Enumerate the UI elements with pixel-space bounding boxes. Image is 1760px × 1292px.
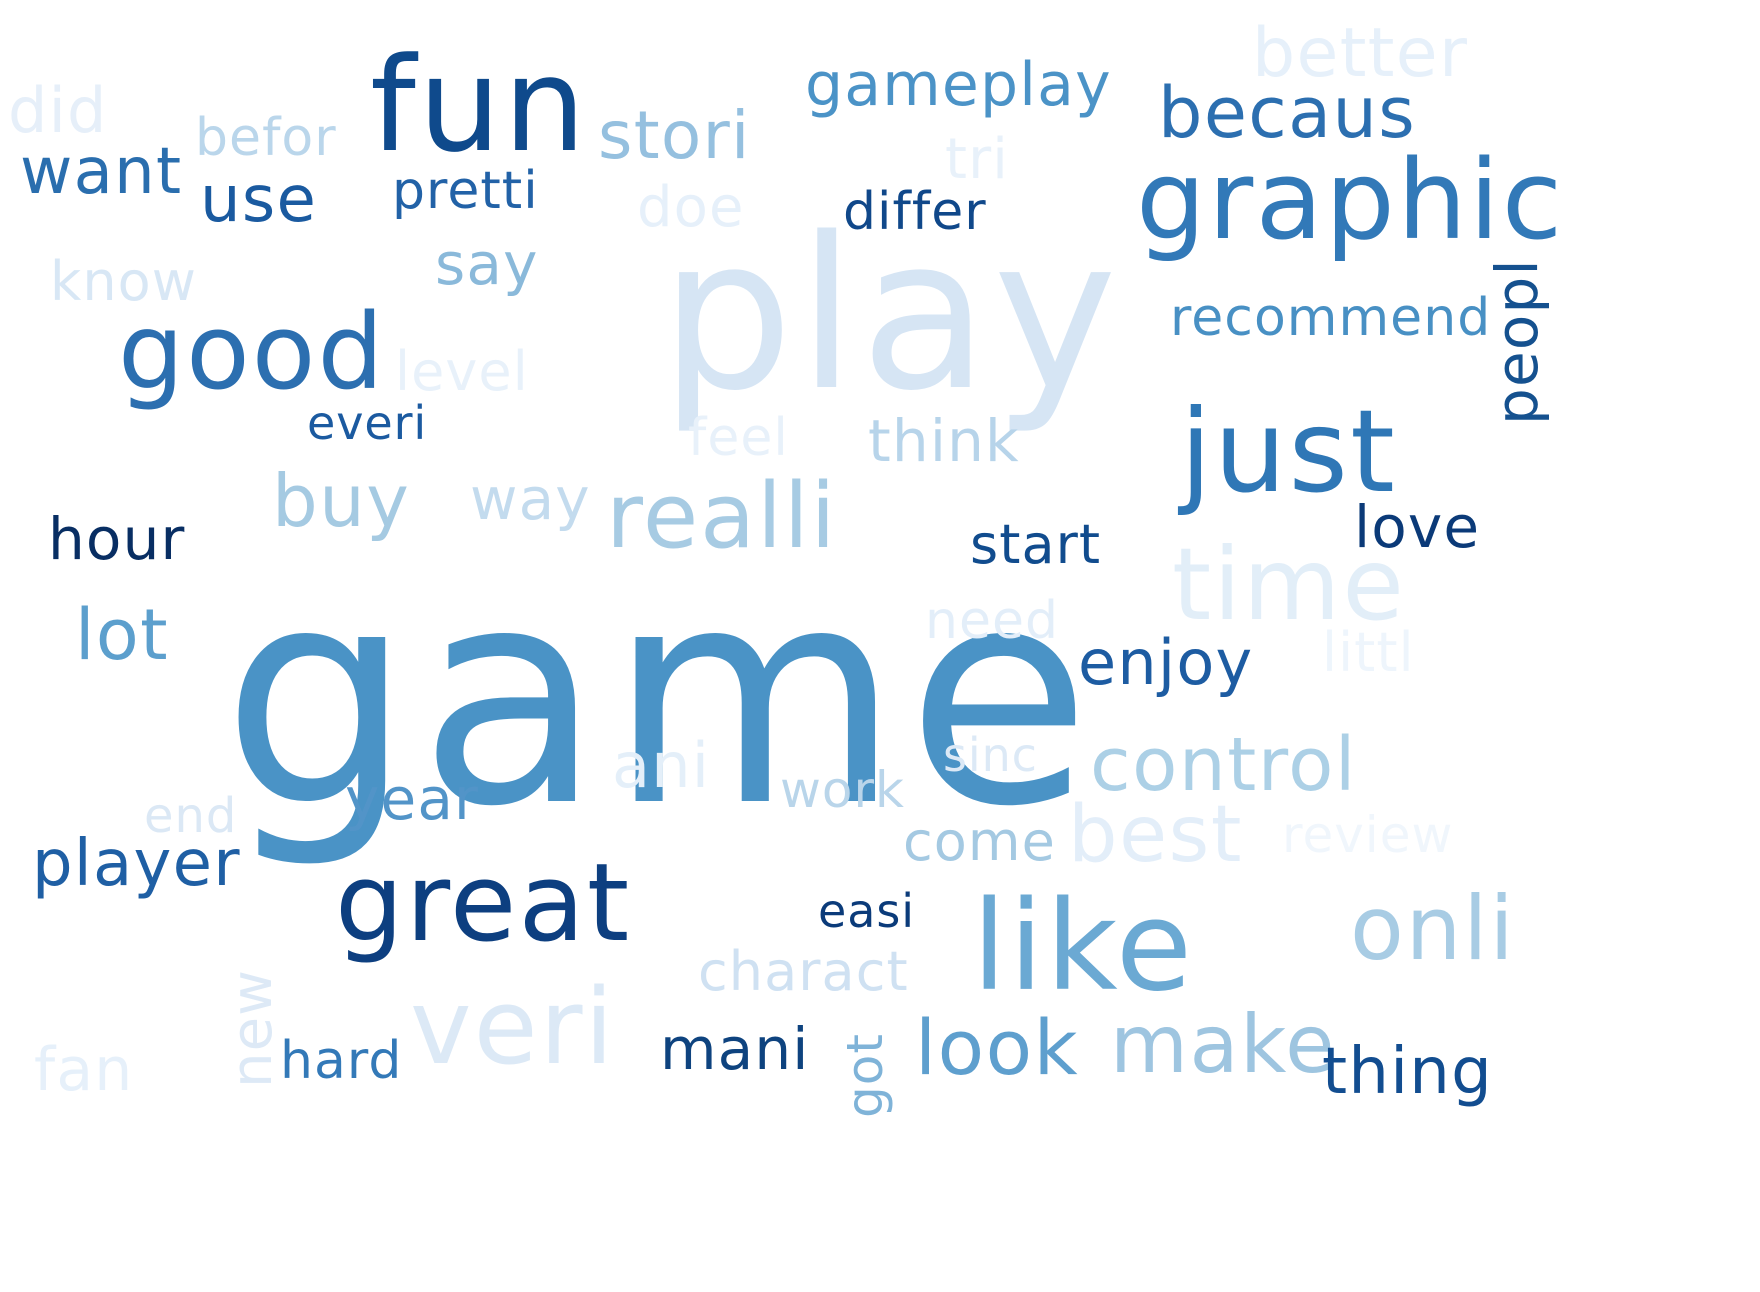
word-come: come (903, 810, 1056, 873)
word-tri: tri (945, 127, 1009, 192)
word-control: control (1090, 722, 1357, 808)
word-level: level (395, 340, 529, 403)
word-pretti: pretti (392, 161, 539, 221)
word-mani: mani (660, 1015, 810, 1083)
word-want: want (20, 135, 183, 209)
word-new: new (220, 968, 285, 1088)
word-work: work (780, 761, 905, 819)
word-use: use (200, 163, 318, 237)
word-stori: stori (598, 97, 751, 174)
word-littl: littl (1322, 621, 1415, 684)
word-onli: onli (1350, 877, 1516, 980)
word-did: did (8, 74, 108, 147)
word-think: think (868, 407, 1020, 475)
word-gameplay: gameplay (805, 50, 1112, 120)
word-easi: easi (818, 884, 915, 938)
word-thing: thing (1322, 1035, 1494, 1109)
word-got: got (836, 1033, 894, 1118)
word-charact: charact (698, 940, 909, 1003)
word-doe: doe (637, 175, 745, 240)
word-veri: veri (410, 966, 616, 1088)
word-hour: hour (48, 505, 186, 573)
word-differ: differ (843, 182, 987, 242)
word-start: start (970, 513, 1102, 576)
word-way: way (470, 465, 591, 533)
word-good: good (118, 291, 386, 413)
word-ani: ani (612, 729, 711, 802)
word-everi: everi (307, 396, 428, 450)
word-befor: befor (195, 108, 337, 168)
word-time: time (1172, 526, 1406, 643)
word-game: game (222, 523, 1098, 872)
word-enjoy: enjoy (1078, 626, 1254, 699)
word-know: know (50, 250, 198, 313)
word-hard: hard (280, 1031, 403, 1091)
word-say: say (435, 230, 539, 298)
word-play: play (660, 192, 1122, 437)
word-better: better (1252, 14, 1469, 93)
word-love: love (1354, 493, 1481, 561)
word-look: look (915, 1003, 1080, 1092)
word-best: best (1068, 790, 1243, 880)
word-player: player (32, 827, 241, 901)
word-need: need (925, 591, 1060, 651)
word-realli: realli (606, 464, 838, 569)
word-fun: fun (370, 29, 589, 181)
word-sinc: sinc (943, 728, 1038, 782)
word-like: like (972, 875, 1195, 1019)
word-becaus: becaus (1158, 72, 1417, 154)
word-review: review (1282, 806, 1454, 864)
word-graphic: graphic (1136, 136, 1565, 264)
word-year: year (345, 765, 480, 833)
word-end: end (144, 788, 238, 844)
word-peopl: peopl (1483, 258, 1551, 425)
word-fan: fan (34, 1035, 134, 1105)
word-make: make (1110, 998, 1337, 1091)
word-feel: feel (688, 408, 789, 468)
word-lot: lot (75, 594, 169, 676)
word-just: just (1180, 385, 1398, 518)
word-great: great (335, 841, 632, 966)
word-buy: buy (272, 459, 411, 543)
word-recommend: recommend (1170, 288, 1492, 348)
